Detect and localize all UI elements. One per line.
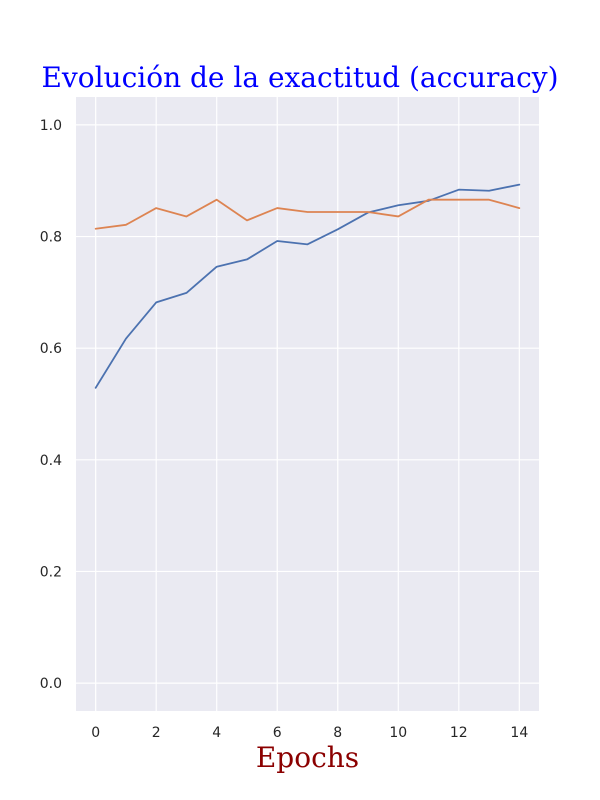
x-tick-label: 8 bbox=[333, 725, 342, 741]
tick-labels: 0.0 0.2 0.4 0.6 0.8 1.0 0 2 4 6 8 10 12 14 bbox=[40, 118, 529, 741]
y-tick-label: 0.6 bbox=[40, 341, 62, 357]
y-tick-label: 0.4 bbox=[40, 453, 62, 469]
y-tick-label: 0.8 bbox=[40, 230, 62, 246]
y-tick-label: 0.2 bbox=[40, 564, 62, 580]
y-tick-label: 0.0 bbox=[40, 676, 62, 692]
x-tick-label: 6 bbox=[273, 725, 282, 741]
series-line-1 bbox=[94, 183, 521, 389]
x-tick-label: 10 bbox=[389, 725, 407, 741]
series-lines bbox=[94, 183, 521, 389]
x-tick-label: 12 bbox=[450, 725, 468, 741]
x-tick-label: 4 bbox=[212, 725, 221, 741]
x-tick-label: 0 bbox=[91, 725, 100, 741]
plot-area bbox=[76, 97, 539, 711]
x-tick-label: 14 bbox=[510, 725, 528, 741]
y-tick-label: 1.0 bbox=[40, 118, 62, 134]
x-tick-label: 2 bbox=[152, 725, 161, 741]
x-axis-label: Epochs bbox=[255, 741, 360, 774]
series-line-2 bbox=[94, 198, 521, 230]
chart-title: Evolución de la exactitud (accuracy) bbox=[41, 61, 559, 94]
